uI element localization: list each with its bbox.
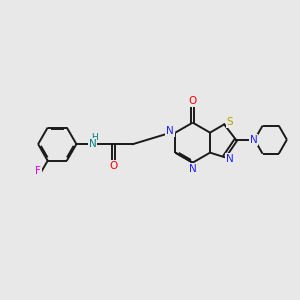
Text: O: O	[110, 161, 118, 171]
Text: O: O	[189, 96, 197, 106]
Text: N: N	[166, 126, 174, 136]
Text: N: N	[89, 139, 97, 149]
Text: H: H	[92, 133, 98, 142]
Text: N: N	[189, 164, 196, 174]
Text: N: N	[226, 154, 234, 164]
Text: N: N	[250, 135, 257, 145]
Text: S: S	[226, 117, 233, 127]
Text: F: F	[35, 167, 41, 176]
